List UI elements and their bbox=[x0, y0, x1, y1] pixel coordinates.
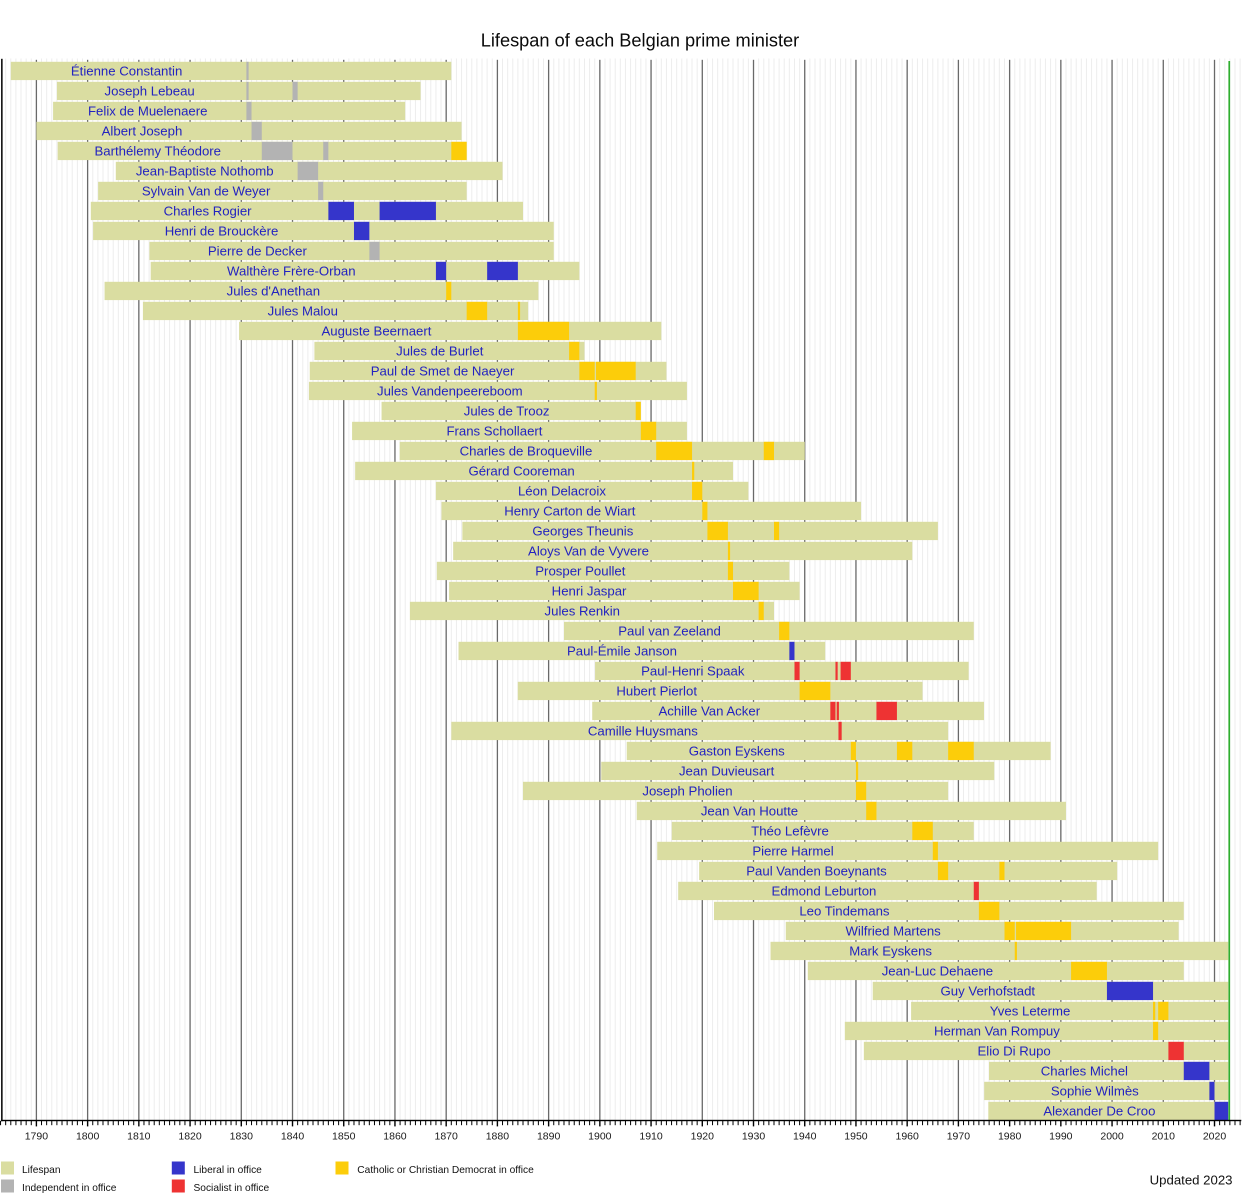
svg-text:Guy Verhofstadt: Guy Verhofstadt bbox=[941, 984, 1036, 999]
svg-text:Jules Renkin: Jules Renkin bbox=[545, 604, 621, 619]
svg-text:1900: 1900 bbox=[588, 1131, 612, 1143]
svg-text:Auguste Beernaert: Auguste Beernaert bbox=[321, 324, 431, 339]
svg-text:Leo Tindemans: Leo Tindemans bbox=[799, 904, 890, 919]
svg-text:Frans Schollaert: Frans Schollaert bbox=[446, 424, 542, 439]
svg-text:1970: 1970 bbox=[947, 1131, 971, 1143]
svg-text:Paul-Émile Janson: Paul-Émile Janson bbox=[567, 644, 677, 659]
svg-text:Jules de Burlet: Jules de Burlet bbox=[396, 344, 484, 359]
svg-text:1790: 1790 bbox=[25, 1131, 49, 1143]
svg-text:Walthère Frère-Orban: Walthère Frère-Orban bbox=[227, 264, 356, 279]
svg-text:Henry Carton de Wiart: Henry Carton de Wiart bbox=[504, 504, 636, 519]
svg-text:Étienne Constantin: Étienne Constantin bbox=[71, 64, 182, 79]
svg-text:Charles Michel: Charles Michel bbox=[1041, 1064, 1128, 1079]
svg-text:Edmond Leburton: Edmond Leburton bbox=[772, 884, 877, 899]
svg-text:1990: 1990 bbox=[1049, 1131, 1073, 1143]
svg-text:Prosper Poullet: Prosper Poullet bbox=[535, 564, 625, 579]
svg-text:1810: 1810 bbox=[127, 1131, 151, 1143]
svg-text:Herman Van Rompuy: Herman Van Rompuy bbox=[934, 1024, 1060, 1039]
svg-text:Achille Van Acker: Achille Van Acker bbox=[658, 704, 760, 719]
svg-text:1820: 1820 bbox=[178, 1131, 202, 1143]
svg-text:1960: 1960 bbox=[895, 1131, 919, 1143]
svg-text:Jean Duvieusart: Jean Duvieusart bbox=[679, 764, 775, 779]
svg-text:1940: 1940 bbox=[793, 1131, 817, 1143]
svg-text:2000: 2000 bbox=[1100, 1131, 1124, 1143]
svg-text:Charles Rogier: Charles Rogier bbox=[164, 204, 253, 219]
svg-text:Camille Huysmans: Camille Huysmans bbox=[588, 724, 698, 739]
svg-text:Pierre de Decker: Pierre de Decker bbox=[208, 244, 308, 259]
svg-text:Alexander De Croo: Alexander De Croo bbox=[1043, 1104, 1155, 1119]
svg-text:Catholic or Christian Democrat: Catholic or Christian Democrat in office bbox=[357, 1165, 534, 1176]
svg-text:Joseph Lebeau: Joseph Lebeau bbox=[105, 84, 195, 99]
svg-text:Mark Eyskens: Mark Eyskens bbox=[849, 944, 932, 959]
svg-text:Théo Lefèvre: Théo Lefèvre bbox=[751, 824, 829, 839]
svg-text:1840: 1840 bbox=[281, 1131, 305, 1143]
svg-text:Barthélemy Théodore: Barthélemy Théodore bbox=[94, 144, 221, 159]
svg-text:1880: 1880 bbox=[486, 1131, 510, 1143]
svg-text:Paul de Smet de Naeyer: Paul de Smet de Naeyer bbox=[371, 364, 515, 379]
svg-text:Updated 2023: Updated 2023 bbox=[1150, 1172, 1233, 1187]
svg-text:Paul van Zeeland: Paul van Zeeland bbox=[618, 624, 721, 639]
svg-text:Independent in office: Independent in office bbox=[22, 1183, 117, 1194]
svg-text:1980: 1980 bbox=[998, 1131, 1022, 1143]
svg-text:Pierre Harmel: Pierre Harmel bbox=[752, 844, 833, 859]
svg-text:Socialist in office: Socialist in office bbox=[194, 1183, 270, 1194]
svg-text:Lifespan: Lifespan bbox=[22, 1165, 61, 1176]
svg-text:Jules de Trooz: Jules de Trooz bbox=[464, 404, 550, 419]
svg-text:Wilfried Martens: Wilfried Martens bbox=[845, 924, 941, 939]
svg-text:1830: 1830 bbox=[230, 1131, 254, 1143]
svg-text:Paul Vanden Boeynants: Paul Vanden Boeynants bbox=[746, 864, 887, 879]
svg-text:Elio Di Rupo: Elio Di Rupo bbox=[977, 1044, 1050, 1059]
svg-text:Charles de Broqueville: Charles de Broqueville bbox=[460, 444, 593, 459]
svg-text:Felix de Muelenaere: Felix de Muelenaere bbox=[88, 104, 208, 119]
svg-text:Jean-Baptiste Nothomb: Jean-Baptiste Nothomb bbox=[136, 164, 274, 179]
svg-text:Georges Theunis: Georges Theunis bbox=[532, 524, 633, 539]
svg-text:1870: 1870 bbox=[435, 1131, 459, 1143]
svg-text:Léon Delacroix: Léon Delacroix bbox=[518, 484, 606, 499]
svg-text:1910: 1910 bbox=[639, 1131, 663, 1143]
svg-text:Lifespan of each Belgian prime: Lifespan of each Belgian prime minister bbox=[481, 31, 799, 51]
svg-text:Yves Leterme: Yves Leterme bbox=[990, 1004, 1071, 1019]
svg-text:Albert Joseph: Albert Joseph bbox=[102, 124, 183, 139]
svg-text:Henri Jaspar: Henri Jaspar bbox=[552, 584, 627, 599]
svg-text:Joseph Pholien: Joseph Pholien bbox=[642, 784, 732, 799]
svg-text:1890: 1890 bbox=[537, 1131, 561, 1143]
svg-text:1860: 1860 bbox=[383, 1131, 407, 1143]
svg-text:Sophie Wilmès: Sophie Wilmès bbox=[1051, 1084, 1139, 1099]
svg-text:1950: 1950 bbox=[844, 1131, 868, 1143]
svg-text:Jules Malou: Jules Malou bbox=[268, 304, 338, 319]
svg-text:2020: 2020 bbox=[1203, 1131, 1227, 1143]
svg-text:Paul-Henri Spaak: Paul-Henri Spaak bbox=[641, 664, 745, 679]
svg-text:Jules d'Anethan: Jules d'Anethan bbox=[227, 284, 320, 299]
svg-text:Gaston Eyskens: Gaston Eyskens bbox=[689, 744, 785, 759]
svg-text:Jules Vandenpeereboom: Jules Vandenpeereboom bbox=[377, 384, 523, 399]
svg-text:Sylvain Van de Weyer: Sylvain Van de Weyer bbox=[142, 184, 271, 199]
svg-text:1920: 1920 bbox=[691, 1131, 715, 1143]
svg-text:Jean Van Houtte: Jean Van Houtte bbox=[701, 804, 798, 819]
svg-text:1930: 1930 bbox=[742, 1131, 766, 1143]
svg-text:Gérard Cooreman: Gérard Cooreman bbox=[468, 464, 574, 479]
svg-text:Aloys Van de Vyvere: Aloys Van de Vyvere bbox=[528, 544, 649, 559]
svg-text:1800: 1800 bbox=[76, 1131, 100, 1143]
svg-text:2010: 2010 bbox=[1152, 1131, 1176, 1143]
svg-text:Hubert Pierlot: Hubert Pierlot bbox=[616, 684, 697, 699]
svg-text:1850: 1850 bbox=[332, 1131, 356, 1143]
svg-text:Liberal in office: Liberal in office bbox=[194, 1165, 263, 1176]
svg-text:Henri de Brouckère: Henri de Brouckère bbox=[165, 224, 279, 239]
svg-text:Jean-Luc Dehaene: Jean-Luc Dehaene bbox=[882, 964, 993, 979]
